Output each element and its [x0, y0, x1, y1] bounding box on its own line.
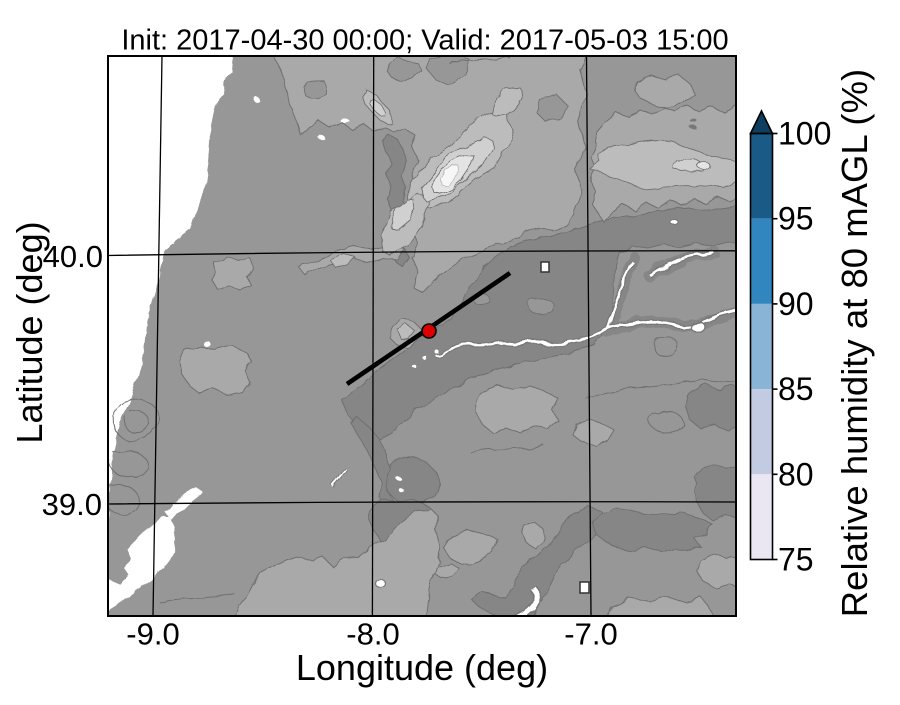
svg-text:-9.0: -9.0: [126, 617, 179, 652]
svg-text:Longitude (deg): Longitude (deg): [296, 647, 548, 688]
svg-text:39.0: 39.0: [42, 487, 102, 522]
svg-text:-7.0: -7.0: [564, 617, 617, 652]
svg-text:85: 85: [778, 371, 814, 407]
svg-text:-8.0: -8.0: [346, 617, 399, 652]
svg-text:Init: 2017-04-30 00:00; Valid:: Init: 2017-04-30 00:00; Valid: 2017-05-0…: [121, 25, 728, 57]
svg-text:95: 95: [778, 201, 814, 237]
svg-text:75: 75: [778, 542, 814, 578]
svg-text:100: 100: [778, 116, 831, 152]
svg-text:Relative humidity at 80 mAGL (: Relative humidity at 80 mAGL (%): [834, 69, 875, 617]
svg-text:40.0: 40.0: [43, 239, 103, 274]
svg-text:Latitude (deg): Latitude (deg): [9, 221, 50, 443]
svg-text:90: 90: [778, 286, 814, 322]
svg-text:80: 80: [778, 456, 814, 492]
